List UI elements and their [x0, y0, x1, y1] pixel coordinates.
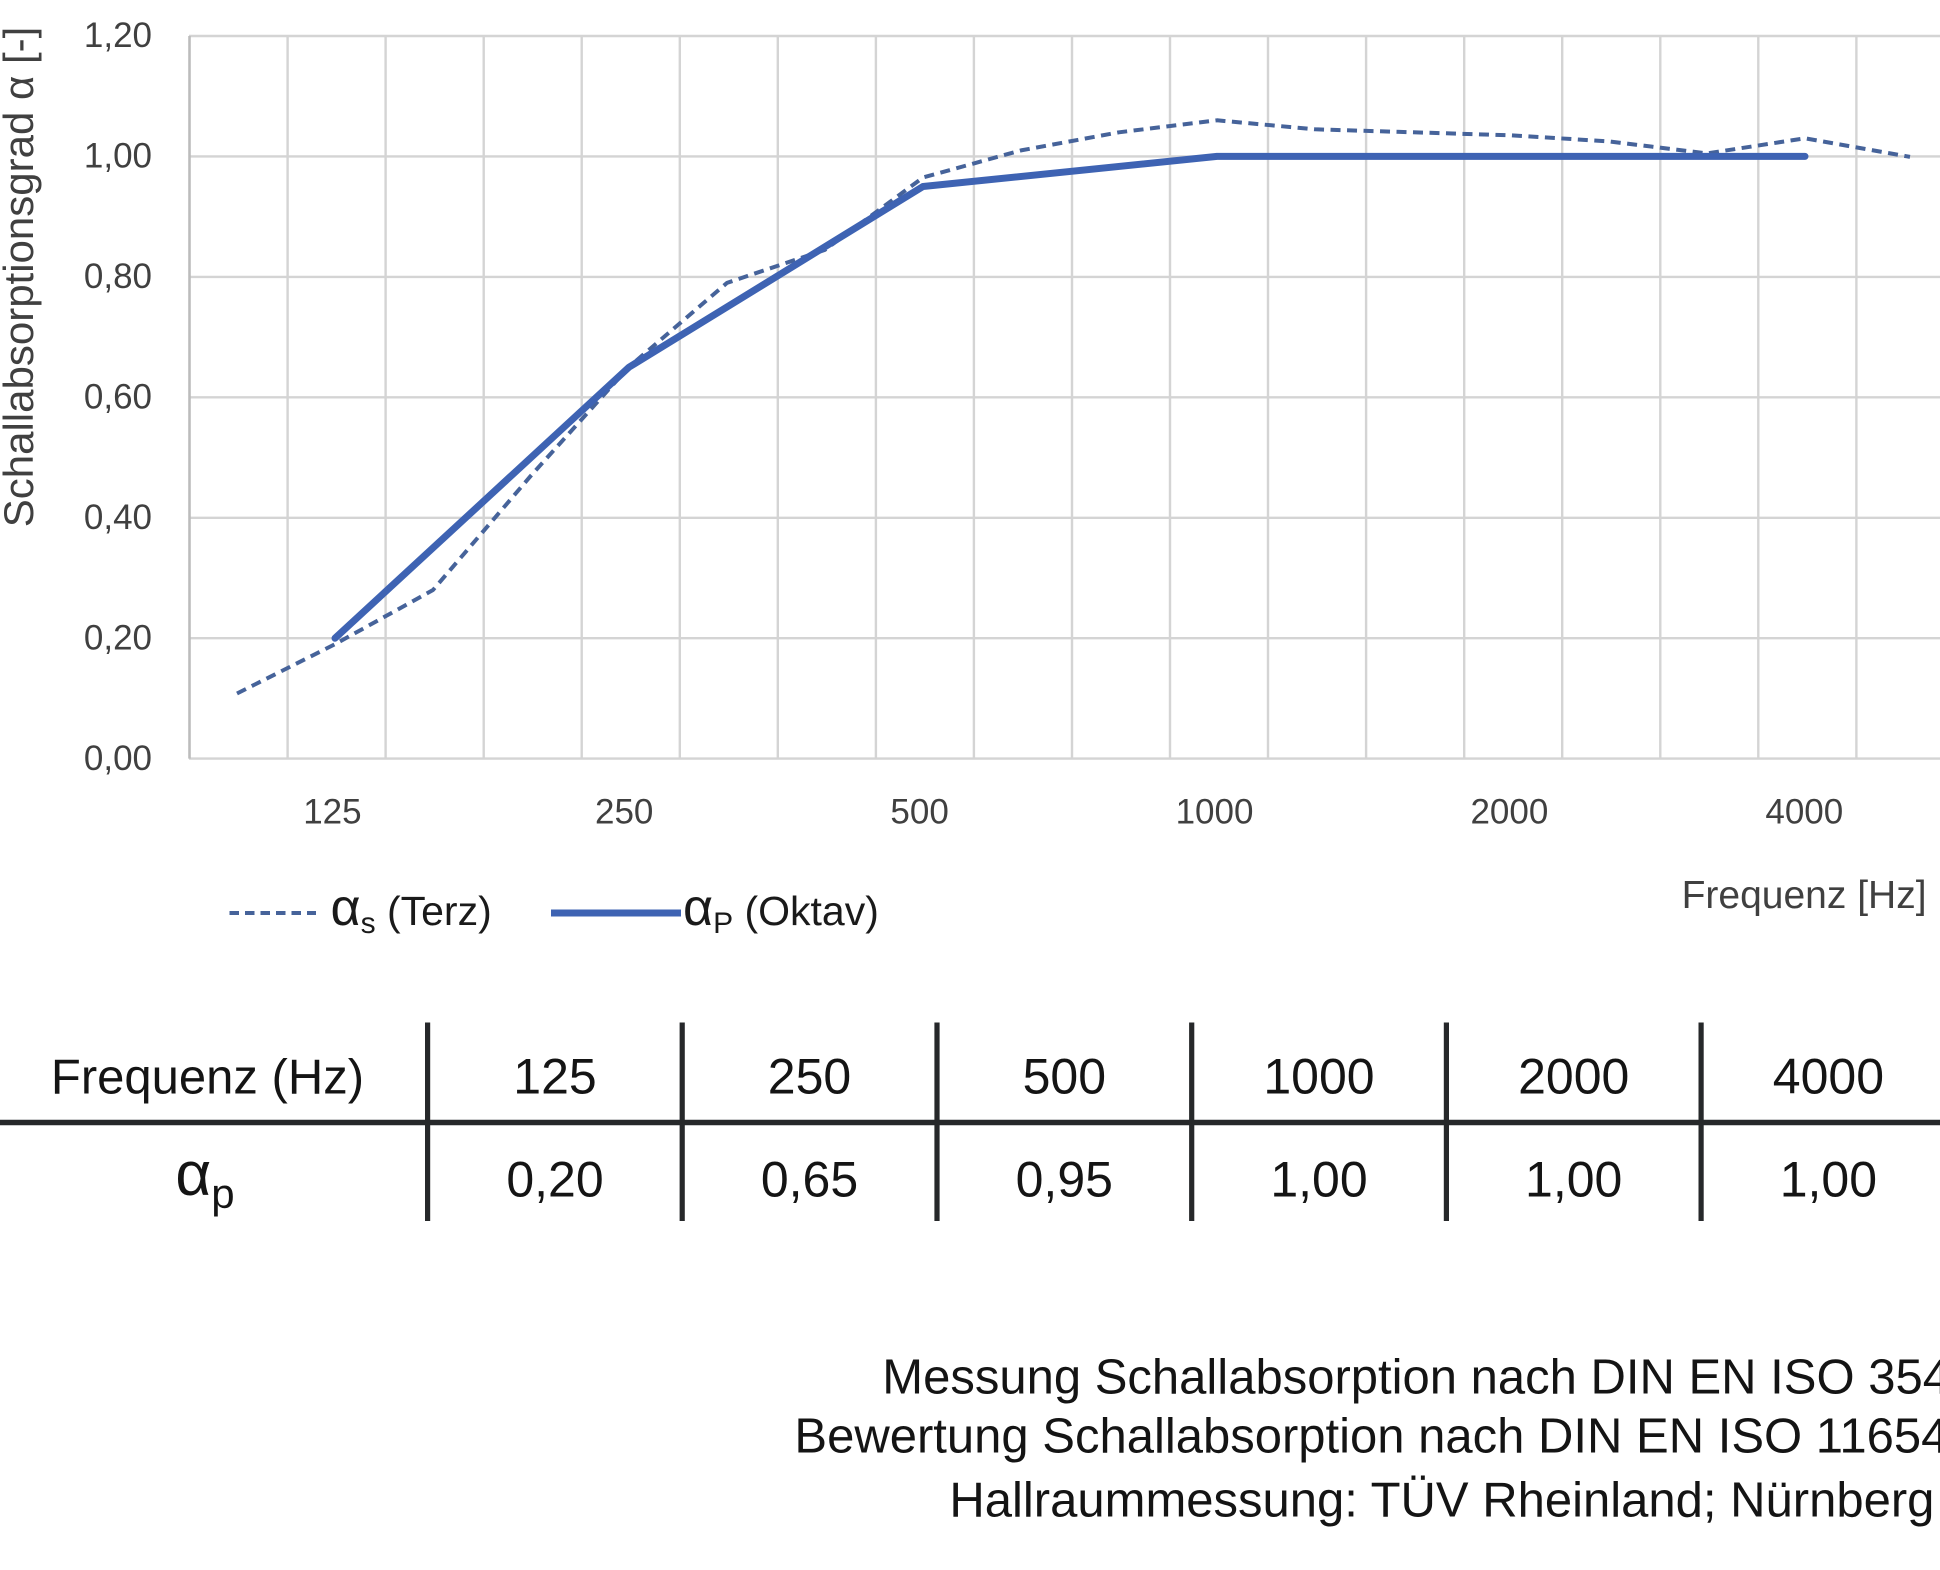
- svg-text:1,00: 1,00: [1525, 1152, 1622, 1208]
- svg-text:0,60: 0,60: [84, 378, 152, 417]
- svg-text:1,00: 1,00: [84, 137, 152, 176]
- svg-text:125: 125: [303, 792, 361, 831]
- svg-text:1,00: 1,00: [1270, 1152, 1367, 1208]
- svg-text:4000: 4000: [1773, 1049, 1884, 1105]
- svg-text:Bewertung Schallabsorption nac: Bewertung Schallabsorption nach DIN EN I…: [794, 1410, 1940, 1464]
- svg-text:1000: 1000: [1176, 792, 1254, 831]
- svg-text:0,20: 0,20: [506, 1152, 603, 1208]
- svg-text:0,65: 0,65: [761, 1152, 858, 1208]
- svg-text:1000: 1000: [1263, 1049, 1374, 1105]
- svg-text:Frequenz (Hz): Frequenz (Hz): [51, 1051, 364, 1105]
- svg-text:0,00: 0,00: [84, 739, 152, 778]
- svg-text:1,00: 1,00: [1780, 1152, 1877, 1208]
- svg-text:250: 250: [768, 1049, 851, 1105]
- svg-text:2000: 2000: [1518, 1049, 1629, 1105]
- svg-text:0,20: 0,20: [84, 618, 152, 657]
- svg-text:2000: 2000: [1470, 792, 1548, 831]
- svg-text:1,20: 1,20: [84, 16, 152, 55]
- svg-text:Hallraummessung: TÜV Rheinland: Hallraummessung: TÜV Rheinland; Nürnberg: [949, 1474, 1934, 1528]
- svg-text:4000: 4000: [1765, 792, 1843, 831]
- svg-text:αs (Terz): αs (Terz): [331, 879, 492, 940]
- svg-text:0,95: 0,95: [1016, 1152, 1113, 1208]
- svg-text:0,80: 0,80: [84, 257, 152, 296]
- svg-text:αp: αp: [175, 1140, 234, 1217]
- svg-text:0,40: 0,40: [84, 498, 152, 537]
- svg-text:Messung Schallabsorption nach: Messung Schallabsorption nach DIN EN ISO…: [882, 1351, 1940, 1405]
- svg-text:500: 500: [1023, 1049, 1106, 1105]
- svg-text:Frequenz [Hz]: Frequenz [Hz]: [1682, 874, 1927, 917]
- svg-text:Schallabsorptionsgrad α [-]: Schallabsorptionsgrad α [-]: [0, 27, 42, 528]
- svg-text:αP (Oktav): αP (Oktav): [683, 879, 879, 940]
- svg-text:500: 500: [890, 792, 948, 831]
- svg-text:250: 250: [595, 792, 653, 831]
- svg-text:125: 125: [513, 1049, 596, 1105]
